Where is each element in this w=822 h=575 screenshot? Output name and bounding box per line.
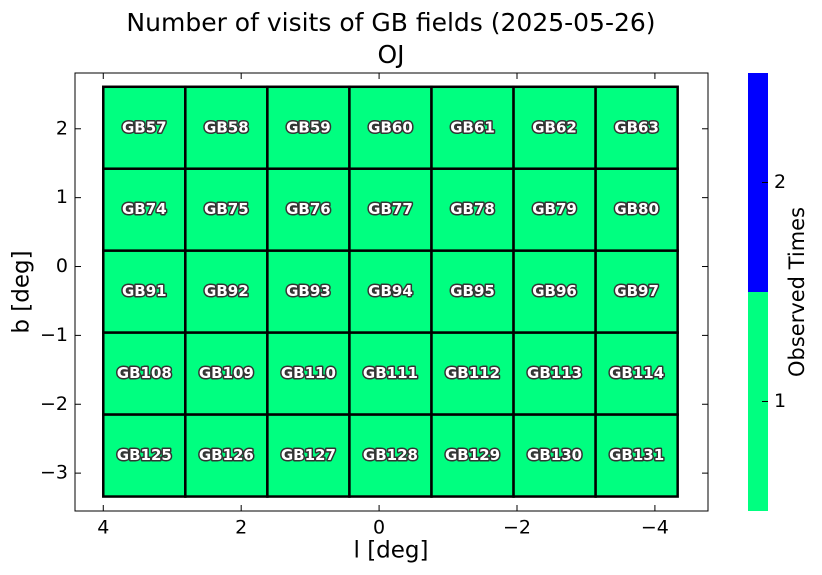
colorbar-tick-label: 1 (774, 390, 786, 412)
field-label: GB63 (614, 118, 659, 136)
field-label: GB76 (286, 200, 331, 218)
field-label: GB93 (286, 282, 331, 300)
field-label: GB126 (199, 446, 254, 464)
field-label: GB109 (199, 364, 254, 382)
y-tick-label: 2 (56, 117, 68, 139)
field-label: GB61 (450, 118, 495, 136)
field-cell (102, 85, 187, 170)
chart-title: Number of visits of GB fields (2025-05-2… (126, 8, 655, 37)
y-tick-label: 1 (56, 186, 68, 208)
field-label: GB112 (445, 364, 500, 382)
field-label: GB78 (450, 200, 495, 218)
field-cell (266, 249, 351, 334)
plot-frame (74, 72, 709, 512)
field-cell (266, 413, 351, 498)
field-label: GB130 (527, 446, 582, 464)
y-axis-label: b [deg] (9, 250, 35, 333)
field-cell (512, 413, 597, 498)
y-tick-label: −3 (40, 462, 68, 484)
field-label: GB75 (204, 200, 249, 218)
x-tick-label: −4 (641, 517, 669, 539)
field-cell (512, 85, 597, 170)
x-tick-label: 2 (235, 517, 247, 539)
field-label: GB91 (122, 282, 167, 300)
field-label: GB58 (204, 118, 249, 136)
field-cell (184, 331, 269, 416)
y-tick-label: −1 (40, 324, 68, 346)
field-cell (512, 249, 597, 334)
field-cell (184, 249, 269, 334)
field-cell (102, 413, 187, 498)
field-cell (594, 167, 679, 252)
colorbar-label: Observed Times (785, 207, 809, 377)
field-cell (430, 249, 515, 334)
field-cell (102, 167, 187, 252)
field-label: GB95 (450, 282, 495, 300)
field-label: GB110 (281, 364, 336, 382)
field-label: GB59 (286, 118, 331, 136)
field-label: GB131 (609, 446, 664, 464)
x-tick-label: 0 (373, 517, 385, 539)
field-label: GB80 (614, 200, 659, 218)
field-label: GB114 (609, 364, 664, 382)
colorbar-tick-label: 2 (774, 171, 786, 193)
field-label: GB77 (368, 200, 413, 218)
field-label: GB79 (532, 200, 577, 218)
field-cell (102, 331, 187, 416)
field-cell (594, 249, 679, 334)
field-label: GB125 (117, 446, 172, 464)
field-label: GB62 (532, 118, 577, 136)
y-tick-label: 0 (56, 255, 68, 277)
field-label: GB74 (122, 200, 167, 218)
field-label: GB96 (532, 282, 577, 300)
field-label: GB57 (122, 118, 167, 136)
field-label: GB97 (614, 282, 659, 300)
field-label: GB129 (445, 446, 500, 464)
field-cell (184, 85, 269, 170)
x-tick-label: 4 (97, 517, 109, 539)
x-axis-label: l [deg] (354, 538, 429, 564)
field-cell (512, 331, 597, 416)
field-cell (594, 413, 679, 498)
field-cell (430, 167, 515, 252)
field-label: GB108 (117, 364, 172, 382)
field-label: GB113 (527, 364, 582, 382)
field-label: GB94 (368, 282, 413, 300)
field-label: GB127 (281, 446, 336, 464)
field-label: GB111 (363, 364, 418, 382)
field-label: GB128 (363, 446, 418, 464)
field-cell (266, 167, 351, 252)
y-tick-label: −2 (40, 393, 68, 415)
chart-subtitle: OJ (377, 40, 404, 69)
field-label: GB60 (368, 118, 413, 136)
x-tick-label: −2 (503, 517, 531, 539)
colorbar-segment (748, 73, 768, 292)
colorbar-segment (748, 292, 768, 511)
field-label: GB92 (204, 282, 249, 300)
